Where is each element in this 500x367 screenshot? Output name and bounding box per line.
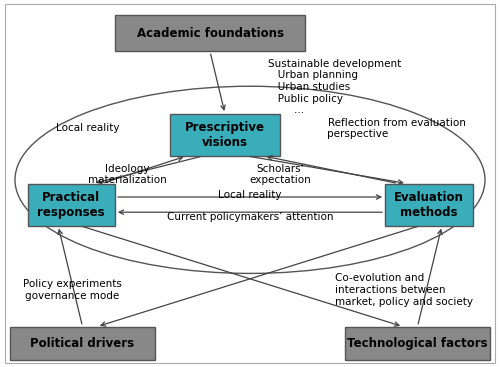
Text: Reflection from evaluation
perspective: Reflection from evaluation perspective: [328, 118, 466, 139]
FancyBboxPatch shape: [345, 327, 490, 360]
Text: Ideology
materialization: Ideology materialization: [88, 164, 167, 185]
Text: Current policymakers’ attention: Current policymakers’ attention: [167, 211, 333, 222]
Text: Policy experiments
governance mode: Policy experiments governance mode: [23, 279, 122, 301]
FancyBboxPatch shape: [115, 15, 305, 51]
Text: Prescriptive
visions: Prescriptive visions: [185, 121, 265, 149]
Text: Sustainable development
   Urban planning
   Urban studies
   Public policy
    : Sustainable development Urban planning U…: [268, 59, 401, 115]
Text: Co-evolution and
interactions between
market, policy and society: Co-evolution and interactions between ma…: [335, 273, 473, 306]
Text: Local reality: Local reality: [56, 123, 120, 134]
Text: Academic foundations: Academic foundations: [136, 26, 284, 40]
FancyBboxPatch shape: [170, 114, 280, 156]
Text: Practical
responses: Practical responses: [38, 190, 105, 219]
Text: Local reality: Local reality: [218, 190, 282, 200]
Text: Scholars'
expectation: Scholars' expectation: [249, 164, 311, 185]
Text: Technological factors: Technological factors: [347, 337, 488, 350]
Text: Political drivers: Political drivers: [30, 337, 134, 350]
FancyBboxPatch shape: [385, 184, 472, 226]
FancyBboxPatch shape: [10, 327, 155, 360]
FancyBboxPatch shape: [28, 184, 115, 226]
Text: Evaluation
methods: Evaluation methods: [394, 190, 464, 219]
